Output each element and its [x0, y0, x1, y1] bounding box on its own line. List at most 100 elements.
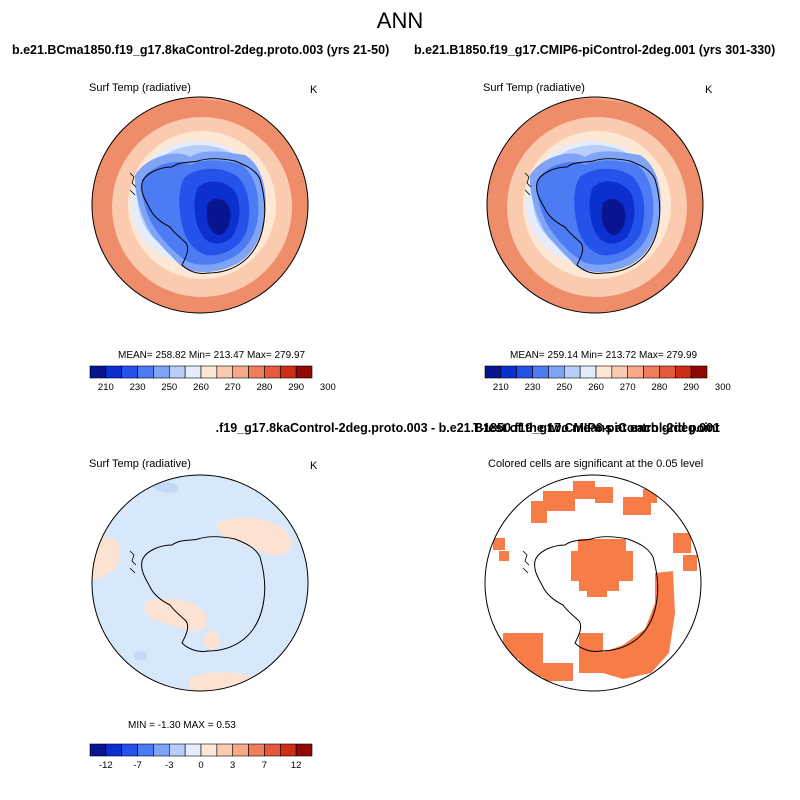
- colorbar-tick-label: 0: [198, 760, 204, 771]
- colorbar-tick-label: 270: [224, 382, 241, 393]
- colorbar-swatch: [295, 365, 313, 379]
- colorbar-swatch: [184, 743, 202, 757]
- variable-label-top-right: Surf Temp (radiative): [483, 82, 585, 94]
- colorbar-swatch: [643, 365, 660, 379]
- map-boundary: [91, 474, 309, 692]
- colorbar-tick-label: 290: [683, 382, 700, 393]
- colorbar-tick-label: -3: [165, 760, 174, 771]
- map-top-left: [91, 96, 309, 314]
- variable-label-bottom-left: Surf Temp (radiative): [89, 458, 191, 470]
- colorbar-swatch: [516, 365, 533, 379]
- colorbar-swatch: [153, 743, 170, 757]
- subtitle-bottom-right: Colored cells are significant at the 0.0…: [488, 458, 704, 470]
- significance-field: [485, 475, 701, 691]
- colorbar-swatch: [121, 743, 138, 757]
- colorbar-tick-label: 250: [161, 382, 178, 393]
- colorbar-tick-label: -7: [133, 760, 142, 771]
- antarctica-coastline: [534, 536, 659, 652]
- colorbar-swatch: [216, 365, 234, 379]
- map-boundary: [91, 96, 309, 314]
- colorbar-swatch: [216, 743, 234, 757]
- colorbar-tick-label: 280: [256, 382, 273, 393]
- colorbar-swatch: [264, 365, 281, 379]
- colorbar-swatch: [89, 365, 107, 379]
- antarctica-coastline: [141, 536, 266, 652]
- colorbar-swatch: [279, 365, 297, 379]
- colorbar-swatch: [690, 365, 708, 379]
- colorbar-tick-label: 230: [524, 382, 541, 393]
- colorbar-swatch: [579, 365, 597, 379]
- map-top-right: [486, 96, 704, 314]
- colorbar-swatch: [532, 365, 549, 379]
- difference-field: [92, 475, 308, 691]
- south-america-tip: [522, 550, 530, 574]
- colorbar-tick-label: 290: [288, 382, 305, 393]
- colorbar-tick-label: 300: [714, 382, 731, 393]
- colorbar-tick-label: 300: [319, 382, 336, 393]
- colorbar-swatch: [168, 743, 186, 757]
- colorbar-swatch: [548, 365, 565, 379]
- stats-bottom-left: MIN = -1.30 MAX = 0.53: [128, 720, 236, 731]
- colorbar-swatch: [248, 743, 265, 757]
- map-bottom-left: [91, 474, 309, 692]
- south-america-tip: [524, 172, 532, 196]
- panel-title-top-left: b.e21.BCma1850.f19_g17.8kaControl-2deg.p…: [12, 43, 390, 57]
- colorbar-tick-label: 270: [619, 382, 636, 393]
- unit-label-top-left: K: [310, 84, 318, 96]
- colorbar-swatch: [674, 365, 692, 379]
- colorbar-swatch: [105, 365, 123, 379]
- colorbar-swatch: [264, 743, 281, 757]
- colorbar-swatch: [279, 743, 297, 757]
- temperature-field: [487, 97, 703, 313]
- unit-label-top-right: K: [705, 84, 713, 96]
- colorbar-tick-label: 230: [129, 382, 146, 393]
- panel-title-bottom-left: .f19_g17.8kaControl-2deg.proto.003 - b.e…: [215, 421, 720, 435]
- unit-label-bottom-left: K: [310, 460, 318, 472]
- colorbar-swatch: [595, 365, 613, 379]
- colorbar-swatch: [200, 743, 218, 757]
- colorbar-swatch: [232, 743, 249, 757]
- colorbar-swatch: [295, 743, 313, 757]
- colorbar-tick-label: 260: [193, 382, 209, 393]
- colorbar-tick-label: 12: [290, 760, 302, 771]
- colorbar-top-left: [89, 365, 313, 379]
- map-boundary: [486, 96, 704, 314]
- colorbar-swatch: [137, 365, 154, 379]
- colorbar-tick-label: 210: [492, 382, 509, 393]
- colorbar-swatch: [137, 743, 154, 757]
- colorbar-swatch: [121, 365, 138, 379]
- colorbar-ticks-top-right: 210 230 250 260 270 280 290 300: [485, 382, 731, 396]
- antarctica-coastline: [536, 158, 661, 274]
- stats-top-right: MEAN= 259.14 Min= 213.72 Max= 279.99: [510, 350, 698, 361]
- colorbar-top-right: [484, 365, 708, 379]
- main-title: ANN: [376, 8, 424, 33]
- colorbar-tick-label: 210: [97, 382, 114, 393]
- south-america-tip: [129, 172, 137, 196]
- panel-title-top-right: b.e21.B1850.f19_g17.CMIP6-piControl-2deg…: [414, 43, 776, 57]
- colorbar-swatch: [659, 365, 676, 379]
- colorbar-swatch: [563, 365, 581, 379]
- south-america-tip: [129, 550, 137, 574]
- variable-label-top-left: Surf Temp (radiative): [89, 82, 191, 94]
- colorbar-swatch: [168, 365, 186, 379]
- colorbar-swatch: [484, 365, 502, 379]
- stats-top-left: MEAN= 258.82 Min= 213.47 Max= 279.97: [118, 350, 306, 361]
- colorbar-ticks-bottom-left: -12 -7 -3 0 3 7 12: [90, 760, 312, 774]
- colorbar-swatch: [500, 365, 518, 379]
- colorbar-tick-label: 260: [588, 382, 604, 393]
- significant-cells: [493, 481, 697, 681]
- colorbar-tick-label: 250: [556, 382, 573, 393]
- map-bottom-right: [484, 474, 702, 692]
- colorbar-swatch: [184, 365, 202, 379]
- colorbar-swatch: [89, 743, 107, 757]
- colorbar-swatch: [105, 743, 123, 757]
- colorbar-swatch: [153, 365, 170, 379]
- colorbar-bottom-left: [89, 743, 313, 757]
- colorbar-swatch: [200, 365, 218, 379]
- colorbar-tick-label: -12: [98, 760, 113, 771]
- colorbar-tick-label: 7: [261, 760, 268, 771]
- colorbar-swatch: [611, 365, 629, 379]
- temperature-field: [92, 97, 308, 313]
- panel-title-bottom-right: T-test of the two means at each grid poi…: [473, 421, 720, 435]
- colorbar-swatch: [627, 365, 644, 379]
